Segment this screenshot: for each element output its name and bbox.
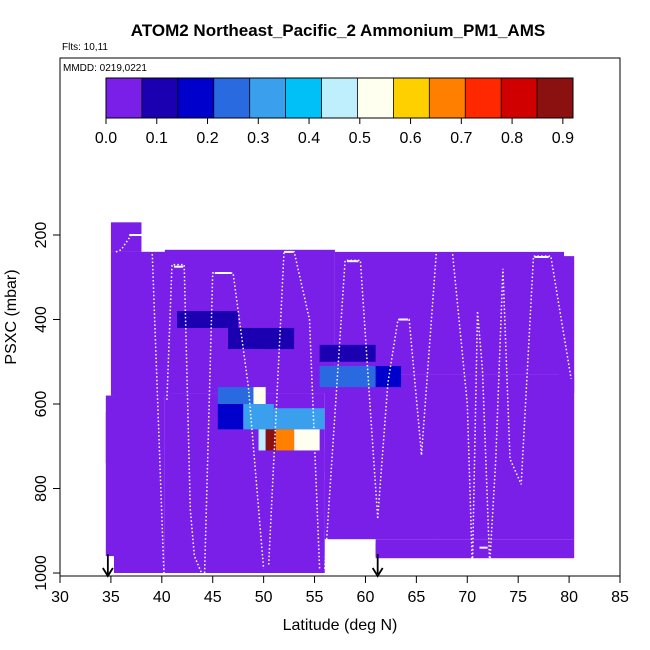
colorbar-tick-label-1: 0.1 [146, 130, 168, 147]
x-tick-label-11: 85 [611, 589, 629, 606]
y-tick-label-1: 400 [33, 306, 50, 333]
y-axis-label: PSXC (mbar) [3, 269, 20, 364]
heat-cell-6 [319, 344, 376, 362]
heat-cell-17 [265, 429, 276, 451]
colorbar-ticks: 0.0 0.1 0.2 0.3 0.4 0.5 0.6 0.7 0.8 0.9 [95, 118, 574, 147]
heat-cell-22 [375, 509, 396, 523]
colorbar-tick-label-6: 0.6 [399, 130, 421, 147]
x-tick-label-10: 80 [560, 589, 578, 606]
colorbar-swatch-8 [393, 78, 430, 118]
track-leg-2 [203, 272, 265, 574]
colorbar-swatch-1 [141, 78, 179, 118]
heat-cell-21 [294, 480, 325, 531]
colorbar-tick-label-4: 0.4 [298, 130, 320, 147]
plot-frame [59, 57, 621, 577]
heat-cell-18 [275, 429, 295, 451]
colorbar-swatch-6 [321, 78, 358, 118]
colorbar-swatch-7 [357, 78, 394, 118]
track-leg-3 [267, 251, 321, 569]
colorbar-swatch-0 [106, 78, 143, 118]
heat-cell-5 [294, 332, 325, 350]
y-axis: 200 400 600 800 1000 [33, 222, 60, 591]
track-leg-4 [323, 259, 379, 569]
colorbar-tick-label-7: 0.7 [450, 130, 472, 147]
heat-cell-0 [110, 222, 142, 252]
x-tick-label-2: 40 [153, 589, 171, 606]
colorbar-swatch-3 [213, 78, 251, 118]
colorbar-tick-label-8: 0.8 [501, 130, 523, 147]
x-tick-label-0: 30 [51, 589, 69, 606]
heat-cell-23 [487, 543, 529, 557]
y-tick-label-3: 800 [33, 475, 50, 502]
background-region-4 [324, 374, 575, 540]
x-axis-label: Latitude (deg N) [283, 617, 398, 634]
colorbar-swatch-2 [177, 78, 215, 118]
track-leg-7 [471, 255, 572, 569]
y-tick-label-2: 600 [33, 391, 50, 418]
x-tick-label-5: 55 [306, 589, 324, 606]
colorbar-tick-label-0: 0.0 [95, 130, 117, 147]
x-tick-label-6: 60 [357, 589, 375, 606]
heat-cell-13 [273, 408, 325, 430]
heat-cell-14 [105, 412, 137, 464]
track-leg-6 [420, 246, 474, 569]
heat-cell-2 [177, 311, 239, 328]
colorbar-frame [105, 77, 574, 119]
heat-cell-12 [243, 404, 274, 430]
background-region-6 [110, 251, 172, 396]
track-leg-5 [376, 318, 423, 519]
heat-cell-4 [233, 349, 264, 366]
heat-cell-15 [136, 412, 162, 464]
colorbar-tick-label-9: 0.9 [552, 130, 574, 147]
x-tick-label-9: 75 [509, 589, 527, 606]
heat-cell-9 [217, 387, 254, 404]
heat-cell-20 [273, 450, 325, 472]
flight-track [115, 234, 572, 574]
x-tick-label-4: 50 [255, 589, 273, 606]
x-tick-label-8: 70 [458, 589, 476, 606]
colorbar [105, 77, 574, 119]
x-axis: 30 35 40 45 50 55 60 65 70 75 80 85 [51, 576, 629, 606]
heat-cell-7 [319, 365, 376, 388]
colorbar-swatch-5 [285, 78, 323, 118]
background-region-8 [558, 256, 575, 394]
heat-cell-11 [217, 404, 244, 430]
colorbar-tick-label-2: 0.2 [196, 130, 218, 147]
y-tick-label-0: 200 [33, 222, 50, 249]
x-tick-label-3: 45 [204, 589, 222, 606]
heat-cell-16 [258, 429, 266, 451]
colorbar-swatch-9 [429, 78, 466, 118]
y-tick-label-4: 1000 [33, 555, 50, 591]
colorbar-swatch-12 [537, 78, 574, 118]
heat-cell-10 [253, 387, 266, 404]
heat-cell-1 [161, 289, 234, 307]
heatmap-layer [105, 222, 575, 573]
heat-cell-24 [375, 543, 437, 557]
dates-note: MMDD: 0219,0221 [63, 63, 147, 74]
chart-title: ATOM2 Northeast_Pacific_2 Ammonium_PM1_A… [131, 21, 545, 40]
colorbar-swatch-10 [465, 78, 502, 118]
heat-cell-3 [228, 327, 295, 350]
heat-cell-19 [294, 429, 320, 451]
flights-note: Flts: 10,11 [62, 42, 108, 53]
colorbar-tick-label-5: 0.5 [349, 130, 371, 147]
colorbar-swatch-4 [249, 78, 287, 118]
x-tick-label-1: 35 [102, 589, 120, 606]
colorbar-swatch-11 [501, 78, 538, 118]
colorbar-tick-label-3: 0.3 [247, 130, 269, 147]
x-tick-label-7: 65 [407, 589, 425, 606]
